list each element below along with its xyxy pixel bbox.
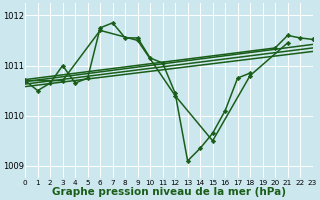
X-axis label: Graphe pression niveau de la mer (hPa): Graphe pression niveau de la mer (hPa) [52, 187, 286, 197]
